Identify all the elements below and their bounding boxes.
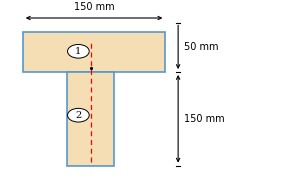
Circle shape	[68, 108, 89, 122]
Circle shape	[68, 44, 89, 58]
Text: 2: 2	[75, 111, 82, 120]
Text: 1: 1	[75, 47, 82, 56]
Bar	[23, 32, 165, 72]
Text: 150 mm: 150 mm	[184, 114, 225, 124]
Text: 50 mm: 50 mm	[184, 42, 218, 52]
Bar	[67, 72, 114, 166]
Text: 150 mm: 150 mm	[74, 2, 114, 12]
